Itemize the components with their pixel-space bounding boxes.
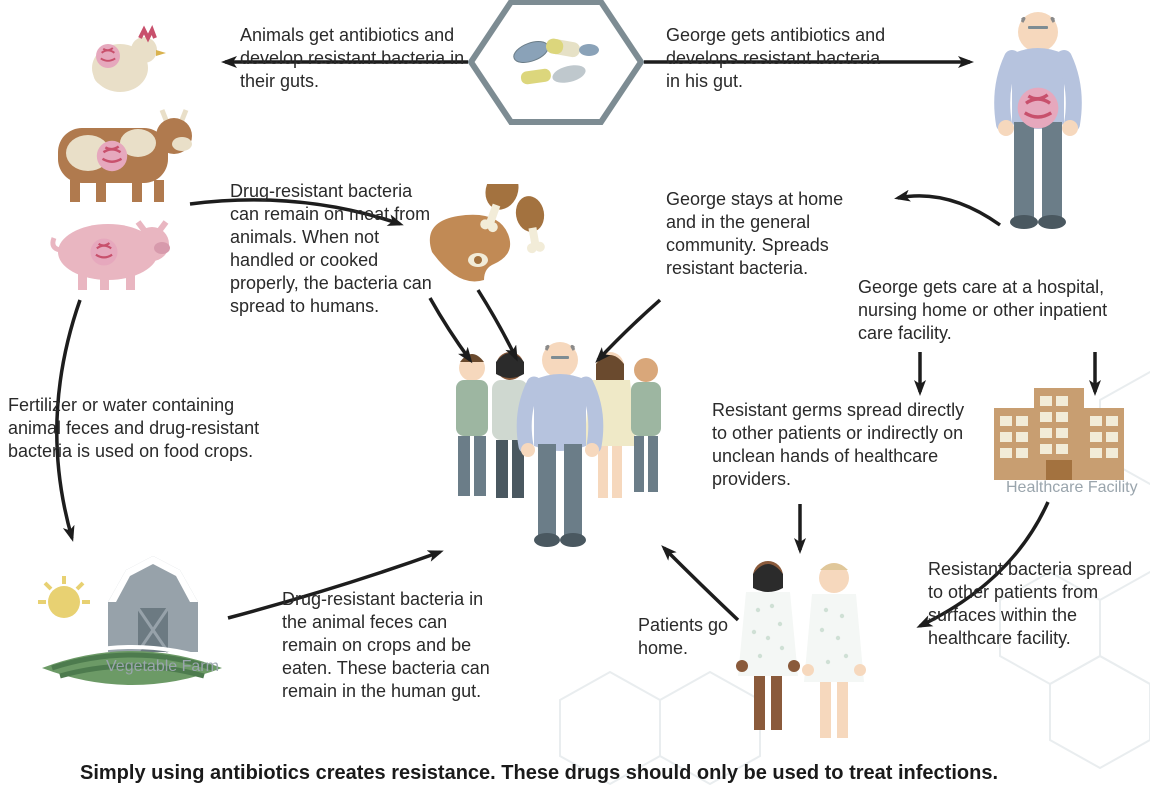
arrow-meat-to-people: [478, 290, 516, 358]
caption-george-home: George stays at home and in the general …: [666, 188, 876, 280]
arrow-patients-to-people: [664, 548, 738, 620]
caption-surfaces: Resistant bacteria spread to other patie…: [928, 558, 1133, 650]
bottom-summary: Simply using antibiotics creates resista…: [80, 762, 1080, 785]
caption-patients-home: Patients go home.: [638, 614, 738, 660]
caption-meat: Drug-resistant bacteria can remain on me…: [230, 180, 435, 318]
caption-george-gets: George gets antibiotics and develops res…: [666, 24, 886, 93]
arrow-georgehome-to-people: [598, 300, 660, 360]
arrow-george-curve: [898, 196, 1000, 225]
caption-crops: Drug-resistant bacteria in the animal fe…: [282, 588, 502, 703]
caption-germs-spread: Resistant germs spread directly to other…: [712, 399, 984, 491]
arrow-meat-to-people-2: [430, 298, 470, 360]
caption-animals: Animals get antibiotics and develop resi…: [240, 24, 470, 93]
label-healthcare-facility: Healthcare Facility: [1006, 479, 1138, 497]
caption-george-care: George gets care at a hospital, nursing …: [858, 276, 1138, 345]
caption-fertilizer: Fertilizer or water containing animal fe…: [8, 394, 268, 463]
label-vegetable-farm: Vegetable Farm: [106, 658, 219, 676]
infographic-stage: Animals get antibiotics and develop resi…: [0, 0, 1150, 797]
